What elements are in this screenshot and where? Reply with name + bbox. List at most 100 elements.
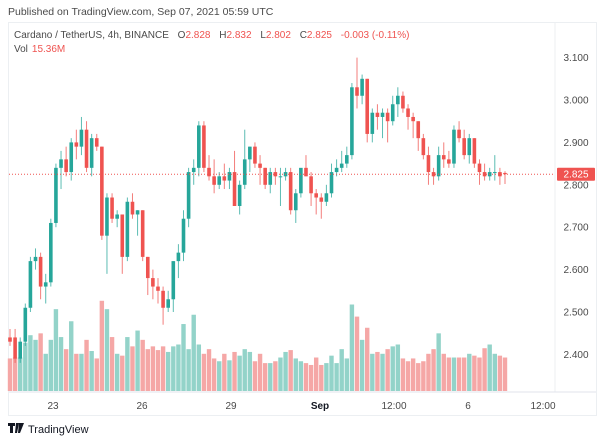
volume-bar <box>38 333 43 391</box>
candle <box>365 78 370 143</box>
published-header: Published on TradingView.com, Sep 07, 20… <box>8 6 274 18</box>
candle <box>462 129 466 160</box>
candle <box>64 146 68 177</box>
candle <box>268 167 273 194</box>
candle <box>309 172 313 206</box>
candle <box>222 163 227 190</box>
time-tick: 26 <box>136 401 148 412</box>
candle <box>334 159 339 177</box>
candle <box>8 328 12 346</box>
price-tick: 2.500 <box>563 308 588 319</box>
volume-bar <box>74 353 79 391</box>
candle <box>503 171 507 184</box>
candle <box>59 150 63 190</box>
volume-bar <box>120 355 125 391</box>
volume-bar <box>23 342 28 391</box>
volume-bar <box>176 344 181 391</box>
volume-bar <box>150 346 156 391</box>
volume-legend: Vol 15.36M <box>14 44 65 55</box>
time-tick: 12:00 <box>530 401 555 412</box>
candle <box>350 83 354 160</box>
volume-bar <box>497 355 503 391</box>
chart-frame <box>8 22 597 416</box>
candle <box>74 129 79 160</box>
volume-bar <box>426 353 431 391</box>
brand-name: TradingView <box>28 423 89 436</box>
candle <box>304 155 308 177</box>
candle <box>293 189 298 223</box>
volume-bar <box>53 309 59 391</box>
candle <box>33 248 38 270</box>
volume-bar <box>400 358 406 391</box>
volume-value: 15.36M <box>31 44 66 55</box>
volume-bar <box>395 344 401 391</box>
candle <box>110 193 114 223</box>
candle <box>18 337 23 363</box>
candle <box>23 303 28 346</box>
volume-bar <box>349 304 355 391</box>
price-axis[interactable]: 3.100 3.000 2.900 2.800 2.700 2.600 2.500 2.400 <box>563 53 588 361</box>
volume-bar <box>33 339 38 391</box>
change-value: -0.003 (-0.11%) <box>340 30 410 41</box>
volume-bar <box>79 353 84 391</box>
volume-bar <box>63 349 69 391</box>
candle <box>207 155 211 181</box>
candle <box>329 163 334 198</box>
symbol-title: Cardano / TetherUS, 4h, BINANCE <box>14 30 169 41</box>
candle <box>426 146 431 185</box>
volume-bar <box>155 350 161 391</box>
candle <box>411 112 415 139</box>
candle <box>492 155 497 181</box>
candle <box>385 108 390 143</box>
volume-bar <box>405 361 411 391</box>
candle <box>140 210 145 262</box>
volume-bar <box>375 351 380 391</box>
volume-bar <box>492 353 497 391</box>
candle <box>482 163 487 181</box>
volume-bar <box>262 363 268 391</box>
volume-bar <box>222 353 227 391</box>
candle <box>49 218 53 287</box>
candle <box>151 269 155 300</box>
candle <box>319 193 324 219</box>
volume-bar <box>43 353 48 391</box>
volume-bar <box>431 349 436 391</box>
time-axis[interactable]: 23 26 29 Sep 12:00 6 12:00 <box>47 401 556 412</box>
volume-bar <box>160 346 166 391</box>
candle <box>278 167 283 206</box>
volume-bar <box>99 300 105 391</box>
time-tick: 23 <box>47 401 59 412</box>
candle <box>166 290 170 312</box>
current-price-label: 2.825 <box>563 170 588 181</box>
candle <box>288 167 293 215</box>
symbol-legend: Cardano / TetherUS, 4h, BINANCE O2.828 H… <box>14 30 409 41</box>
candle <box>227 167 232 190</box>
volume-bar <box>319 364 324 391</box>
price-tick: 3.000 <box>563 96 588 107</box>
volume-bar <box>181 324 186 391</box>
candle <box>202 121 206 173</box>
price-tick: 3.100 <box>563 53 588 64</box>
candle <box>217 172 222 190</box>
candle <box>324 184 329 206</box>
candle <box>69 138 74 181</box>
open-label: O <box>177 30 186 41</box>
candle <box>345 146 349 168</box>
volume-label: Vol <box>14 44 28 55</box>
volume-bar <box>344 358 350 391</box>
volume-bar <box>416 363 421 391</box>
volume-bar <box>339 349 344 391</box>
volume-bar <box>283 351 288 391</box>
volume-bar <box>487 344 492 391</box>
volume-bar <box>303 363 309 391</box>
tradingview-brand[interactable]: TradingView <box>8 423 89 436</box>
candle <box>237 180 242 215</box>
volume-bar <box>109 337 115 391</box>
candle <box>390 95 395 126</box>
volume-bar <box>390 346 395 391</box>
candle <box>457 121 461 143</box>
candle <box>13 328 17 363</box>
volume-bar <box>334 363 339 391</box>
volume-bars <box>7 300 508 391</box>
